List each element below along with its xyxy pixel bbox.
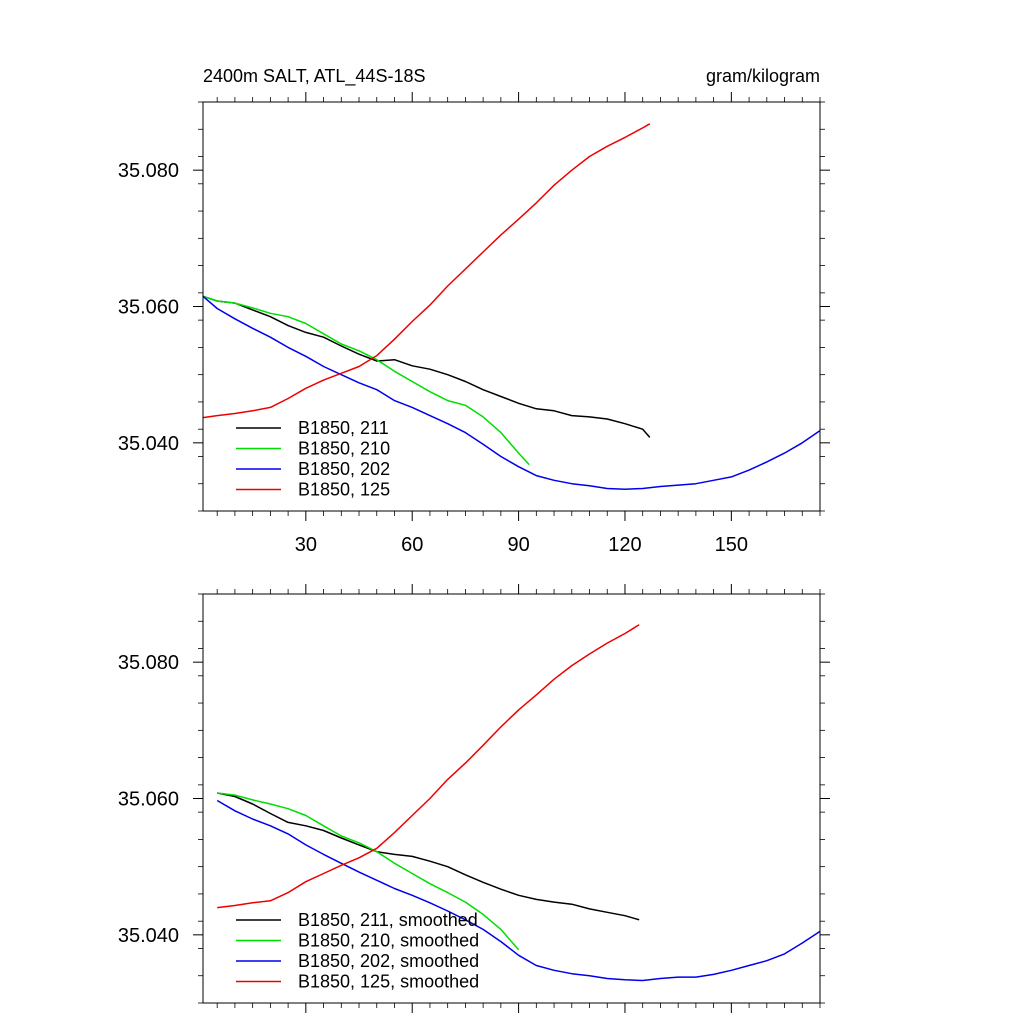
series-line-3 bbox=[217, 624, 640, 909]
legend-label: B1850, 210 bbox=[298, 439, 390, 459]
legend-label: B1850, 125, smoothed bbox=[298, 972, 479, 992]
x-tick-label: 150 bbox=[715, 534, 748, 556]
y-tick-label: 35.080 bbox=[118, 652, 179, 674]
series-line-2 bbox=[216, 799, 821, 982]
chart-title-right-units: gram/kilogram bbox=[706, 66, 820, 86]
legend-label: B1850, 202, smoothed bbox=[298, 951, 479, 971]
legend-label: B1850, 211 bbox=[298, 418, 389, 438]
y-tick-label: 35.060 bbox=[118, 789, 179, 811]
legend-label: B1850, 211, smoothed bbox=[298, 910, 478, 930]
chart-title-left: 2400m SALT, ATL_44S-18S bbox=[203, 66, 425, 87]
series-line-3 bbox=[202, 123, 651, 419]
series-line-0 bbox=[217, 792, 640, 921]
x-tick-label: 60 bbox=[401, 534, 423, 556]
y-tick-label: 35.060 bbox=[118, 297, 179, 319]
series-line-1 bbox=[202, 295, 530, 466]
legend-label: B1850, 210, smoothed bbox=[298, 931, 479, 951]
x-tick-label: 120 bbox=[608, 534, 641, 556]
x-tick-label: 90 bbox=[507, 534, 529, 556]
top-panel-raw: 30 60 90 120 150 35.040 35.060 35.080 B1850, 211… bbox=[118, 92, 830, 556]
y-tick-label: 35.040 bbox=[118, 433, 179, 455]
legend-label: B1850, 125 bbox=[298, 480, 390, 500]
legend-label: B1850, 202 bbox=[298, 459, 390, 479]
y-tick-label: 35.040 bbox=[118, 925, 179, 947]
series-line-2 bbox=[202, 295, 821, 490]
series-line-0 bbox=[202, 295, 651, 438]
y-tick-label: 35.080 bbox=[118, 160, 179, 182]
x-tick-label: 30 bbox=[295, 534, 317, 556]
series-line-1 bbox=[217, 792, 520, 951]
